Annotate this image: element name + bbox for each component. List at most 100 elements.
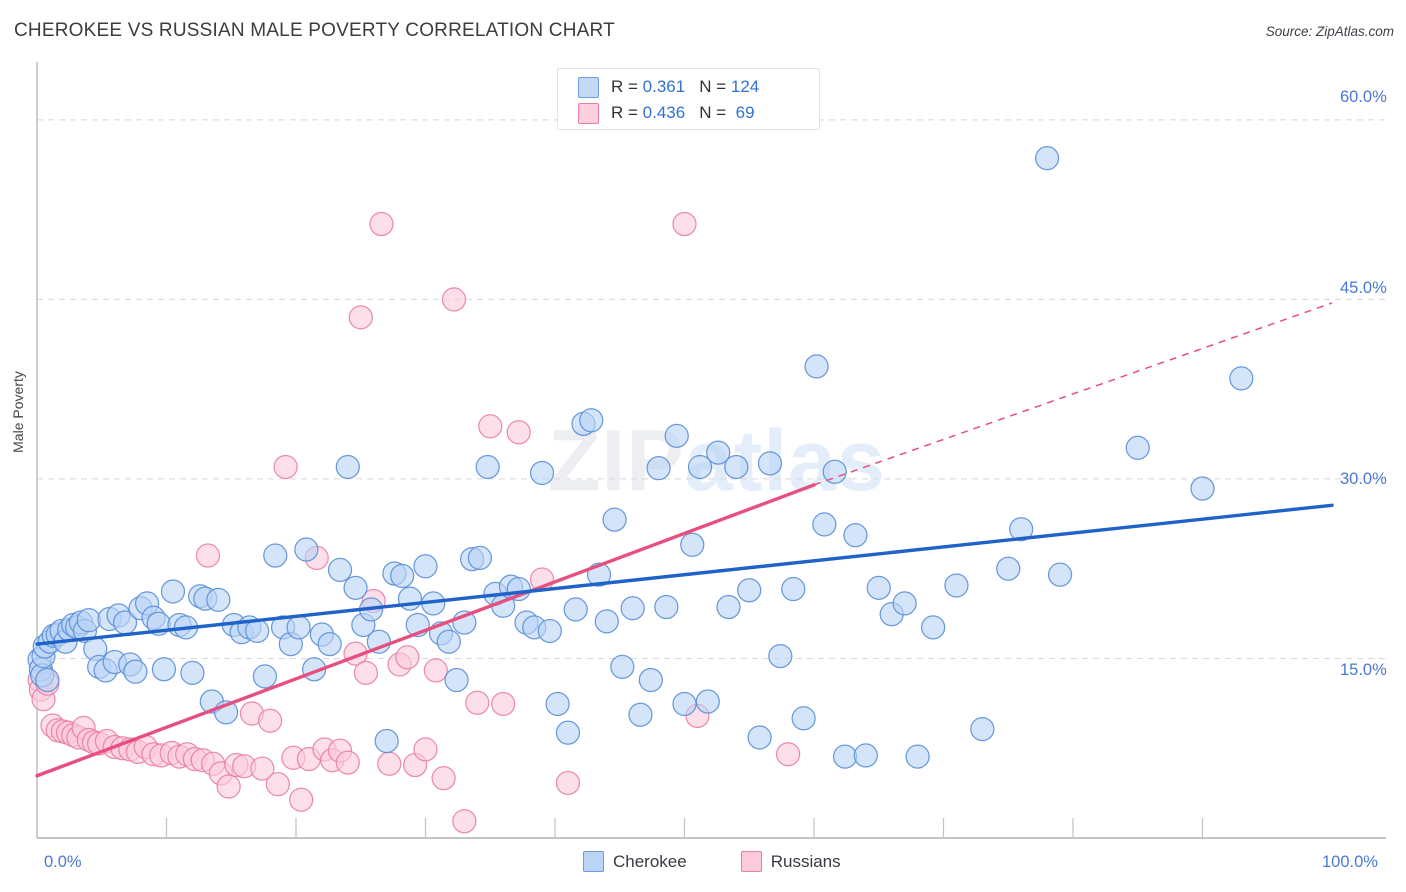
data-point <box>996 556 1021 581</box>
data-point <box>441 287 467 312</box>
data-point <box>475 454 500 480</box>
data-point <box>579 408 604 433</box>
data-point <box>646 456 671 481</box>
data-point <box>413 554 438 579</box>
data-point <box>452 809 477 834</box>
data-point <box>467 545 493 571</box>
data-point <box>76 608 101 633</box>
data-point <box>195 543 221 568</box>
data-point <box>151 657 177 682</box>
data-point <box>265 772 290 797</box>
data-point <box>1034 146 1060 171</box>
russians-n-label: N = <box>699 103 727 122</box>
data-point <box>620 596 645 621</box>
x-tick-min: 0.0% <box>44 853 82 871</box>
cherokee-legend-label: Cherokee <box>613 851 687 871</box>
data-point <box>160 579 186 604</box>
data-point <box>294 537 319 562</box>
data-point <box>654 594 679 620</box>
data-point <box>545 691 570 717</box>
series-points-russians <box>27 211 801 834</box>
cherokee-n-label: N = <box>699 77 727 96</box>
data-point <box>317 631 342 657</box>
data-point <box>781 576 806 602</box>
y-tick-60: 60.0% <box>1340 88 1387 106</box>
trendline-russians <box>35 483 816 778</box>
cherokee-r-label: R = <box>611 77 638 96</box>
data-point <box>594 609 619 634</box>
data-point <box>695 689 720 714</box>
correlation-legend: R = 0.361 N = 124 R = 0.436 N = 69 <box>557 68 820 130</box>
data-point <box>866 575 891 600</box>
data-point <box>610 654 635 679</box>
data-point <box>804 354 829 379</box>
trendline-cherokee <box>35 503 1334 646</box>
data-point <box>822 459 847 484</box>
data-point <box>628 702 653 727</box>
data-point <box>672 211 697 237</box>
data-point <box>327 557 353 583</box>
data-point <box>529 460 555 486</box>
data-point <box>602 507 627 532</box>
data-point <box>123 659 148 684</box>
x-tick-max: 100.0% <box>1322 853 1378 871</box>
data-point <box>35 667 60 693</box>
data-point <box>1190 476 1215 501</box>
cherokee-n-value: 124 <box>730 77 760 96</box>
data-point <box>335 454 360 480</box>
data-point <box>353 660 379 685</box>
data-point <box>436 629 461 654</box>
data-point <box>216 774 241 799</box>
data-point <box>289 787 314 812</box>
data-point <box>555 720 581 745</box>
data-point <box>638 667 663 693</box>
data-point <box>263 543 288 568</box>
data-point <box>905 744 930 769</box>
source-attribution: Source: ZipAtlas.com <box>1265 24 1394 39</box>
data-point <box>491 691 516 717</box>
data-point <box>664 423 689 448</box>
data-point <box>395 645 420 670</box>
y-axis-title: Male Poverty <box>10 371 26 453</box>
data-point <box>444 667 469 693</box>
data-point <box>892 591 917 616</box>
data-point <box>775 742 801 767</box>
data-point <box>343 575 368 600</box>
data-point <box>687 454 713 480</box>
cherokee-legend-swatch <box>583 851 604 872</box>
legend-item-russians[interactable]: Russians <box>740 851 841 872</box>
data-point <box>206 587 231 612</box>
data-point <box>768 643 793 669</box>
russians-legend-label: Russians <box>770 851 841 871</box>
data-point <box>286 615 311 640</box>
data-point <box>832 744 858 769</box>
data-point <box>335 750 360 775</box>
trendline-extension-russians <box>813 302 1333 486</box>
data-point <box>680 532 705 557</box>
data-point <box>413 737 438 762</box>
data-point <box>478 414 503 439</box>
russians-stats: R = 0.436 N = 69 <box>611 103 755 123</box>
page-title: CHEROKEE VS RUSSIAN MALE POVERTY CORRELA… <box>14 20 615 41</box>
russians-n-value: 69 <box>735 103 755 122</box>
data-point <box>423 658 448 683</box>
data-point <box>252 664 278 689</box>
data-point <box>1047 562 1073 587</box>
cherokee-r-value: 0.361 <box>642 77 686 96</box>
data-point <box>944 573 969 598</box>
data-point <box>747 725 772 750</box>
russians-r-value: 0.436 <box>642 103 686 122</box>
series-legend: Cherokee Russians <box>583 851 841 872</box>
russians-r-label: R = <box>611 103 638 122</box>
data-point <box>1229 366 1254 391</box>
data-point <box>970 716 995 742</box>
russians-color-swatch <box>578 102 599 124</box>
data-point <box>390 563 415 589</box>
data-point <box>465 690 490 715</box>
legend-item-cherokee[interactable]: Cherokee <box>583 851 687 872</box>
correlation-row-russians: R = 0.436 N = 69 <box>558 100 819 126</box>
data-point <box>273 454 298 480</box>
